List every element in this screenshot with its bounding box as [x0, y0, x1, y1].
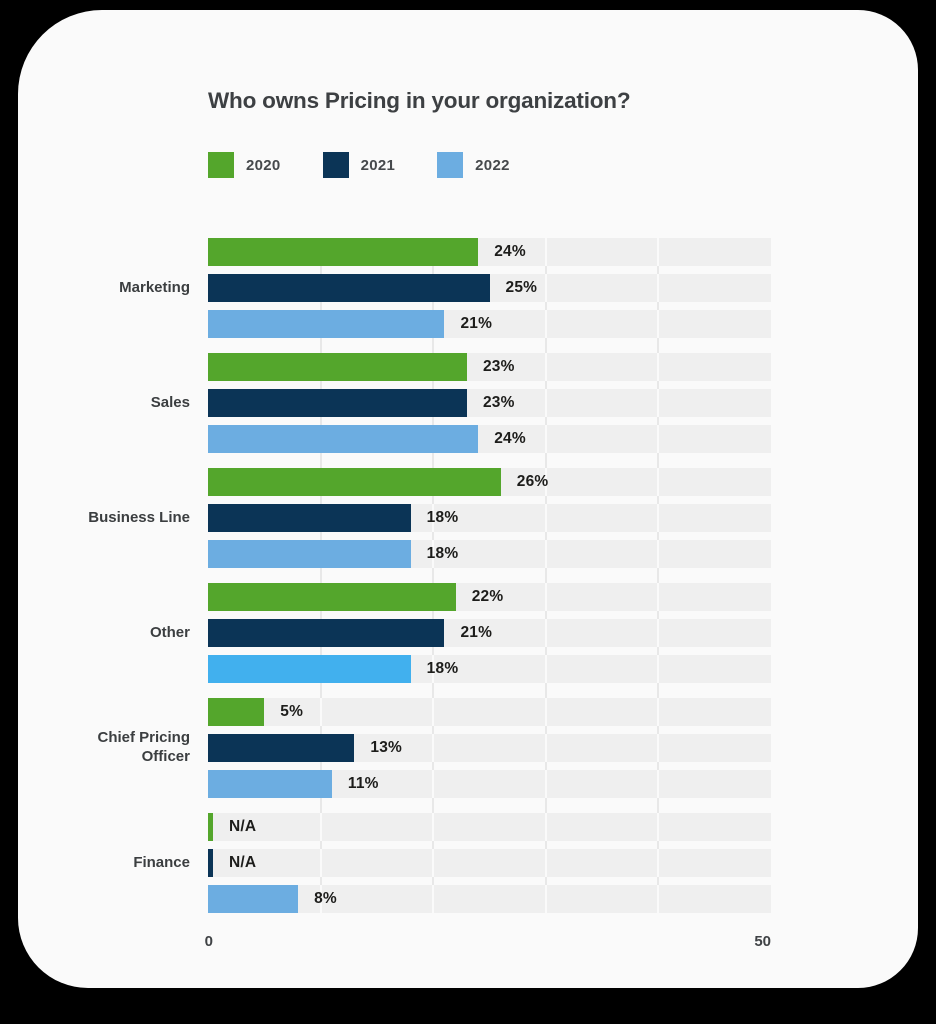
bar-2021: [208, 849, 213, 877]
bar-track: 13%: [208, 734, 771, 762]
bar-track: 23%: [208, 389, 771, 417]
x-gridline-40: [657, 238, 660, 913]
bar-track: 26%: [208, 468, 771, 496]
bar-track: N/A: [208, 813, 771, 841]
bar-track: 21%: [208, 619, 771, 647]
category-label-column: Marketing: [18, 279, 208, 298]
value-label: 21%: [460, 624, 493, 641]
x-axis-tick-0: 0: [204, 933, 214, 950]
bar-track: 23%: [208, 353, 771, 381]
bar-2021: [208, 504, 411, 532]
bars-column: 24% 25% 21%: [208, 238, 771, 338]
chart-title: Who owns Pricing in your organization?: [208, 88, 631, 113]
legend: 2020 2021 2022: [208, 152, 918, 178]
value-label: 26%: [516, 473, 549, 490]
value-label: 22%: [471, 588, 504, 605]
category-label-column: Other: [18, 624, 208, 643]
value-label: 24%: [494, 243, 526, 260]
category-label: Finance: [133, 853, 190, 871]
category-label-column: Sales: [18, 394, 208, 413]
category-label: Chief Pricing Officer: [97, 729, 190, 765]
value-label: 13%: [370, 739, 402, 756]
value-label: 18%: [426, 545, 459, 562]
bar-2021: [208, 389, 467, 417]
bar-track: 5%: [208, 698, 771, 726]
bar-group: Marketing 24% 25% 21%: [18, 238, 918, 338]
value-label: 25%: [505, 279, 538, 296]
value-label: 8%: [314, 890, 337, 907]
legend-label: 2021: [360, 156, 396, 174]
legend-swatch-2022: [437, 152, 464, 178]
value-label: 24%: [494, 430, 526, 447]
x-gridline-20: [432, 238, 435, 913]
value-label: N/A: [229, 854, 257, 871]
bar-track: N/A: [208, 849, 771, 877]
bar-2021: [208, 734, 355, 762]
value-label: 23%: [482, 394, 515, 411]
value-label: 18%: [426, 509, 459, 526]
bar-track: 11%: [208, 770, 771, 798]
category-label-column: Finance: [18, 854, 208, 873]
bars-column: N/A N/A 8%: [208, 813, 771, 913]
bar-2020: [208, 353, 467, 381]
value-label: 11%: [347, 775, 379, 792]
bar-2020: [208, 698, 265, 726]
category-label: Business Line: [88, 508, 190, 526]
x-gridline-10: [319, 238, 322, 913]
legend-swatch-2021: [322, 152, 349, 178]
value-label: N/A: [229, 818, 257, 835]
bar-group: Other 22% 21% 18%: [18, 583, 918, 683]
legend-item-2020: 2020: [208, 152, 281, 178]
bar-group: Business Line 26% 18% 18%: [18, 468, 918, 568]
bar-track: 22%: [208, 583, 771, 611]
x-axis-tick-50: 50: [754, 933, 771, 950]
bar-2022: [208, 310, 445, 338]
bar-2020: [208, 583, 456, 611]
category-label-column: Business Line: [18, 509, 208, 528]
bar-track: 21%: [208, 310, 771, 338]
bars-column: 22% 21% 18%: [208, 583, 771, 683]
value-label: 23%: [482, 358, 515, 375]
value-label: 18%: [426, 660, 459, 677]
bar-2022: [208, 655, 411, 683]
bar-track: 24%: [208, 238, 771, 266]
bar-group: Chief Pricing Officer 5% 13% 11%: [18, 698, 918, 798]
bar-2022: [208, 770, 332, 798]
bar-track: 8%: [208, 885, 771, 913]
bar-chart: Marketing 24% 25% 21% Sales 23% 23% 24% Business…: [18, 238, 918, 913]
legend-item-2022: 2022: [437, 152, 510, 178]
bars-column: 5% 13% 11%: [208, 698, 771, 798]
bar-2020: [208, 468, 501, 496]
x-axis: 0 50: [204, 933, 771, 950]
legend-item-2021: 2021: [322, 152, 396, 178]
legend-swatch-2020: [208, 152, 234, 178]
legend-label: 2022: [475, 156, 510, 174]
category-label: Other: [149, 623, 190, 641]
bar-2022: [208, 425, 479, 453]
category-label-column: Chief Pricing Officer: [18, 729, 208, 767]
bar-2020: [208, 238, 479, 266]
legend-label: 2020: [246, 156, 281, 174]
bar-2021: [208, 274, 490, 302]
bar-track: 18%: [208, 504, 771, 532]
category-label: Marketing: [119, 278, 190, 296]
bars-column: 23% 23% 24%: [208, 353, 771, 453]
bar-2020: [208, 813, 213, 841]
value-label: 21%: [460, 315, 493, 332]
category-label: Sales: [150, 393, 190, 411]
bar-2022: [208, 885, 299, 913]
bar-group: Sales 23% 23% 24%: [18, 353, 918, 453]
bar-track: 24%: [208, 425, 771, 453]
x-gridline-30: [544, 238, 547, 913]
bar-track: 18%: [208, 540, 771, 568]
bar-group: Finance N/A N/A 8%: [18, 813, 918, 913]
bar-2022: [208, 540, 411, 568]
bar-track: 18%: [208, 655, 771, 683]
chart-card: Who owns Pricing in your organization? 2…: [18, 10, 918, 988]
bars-column: 26% 18% 18%: [208, 468, 771, 568]
bar-track: 25%: [208, 274, 771, 302]
value-label: 5%: [280, 703, 304, 720]
bar-2021: [208, 619, 445, 647]
